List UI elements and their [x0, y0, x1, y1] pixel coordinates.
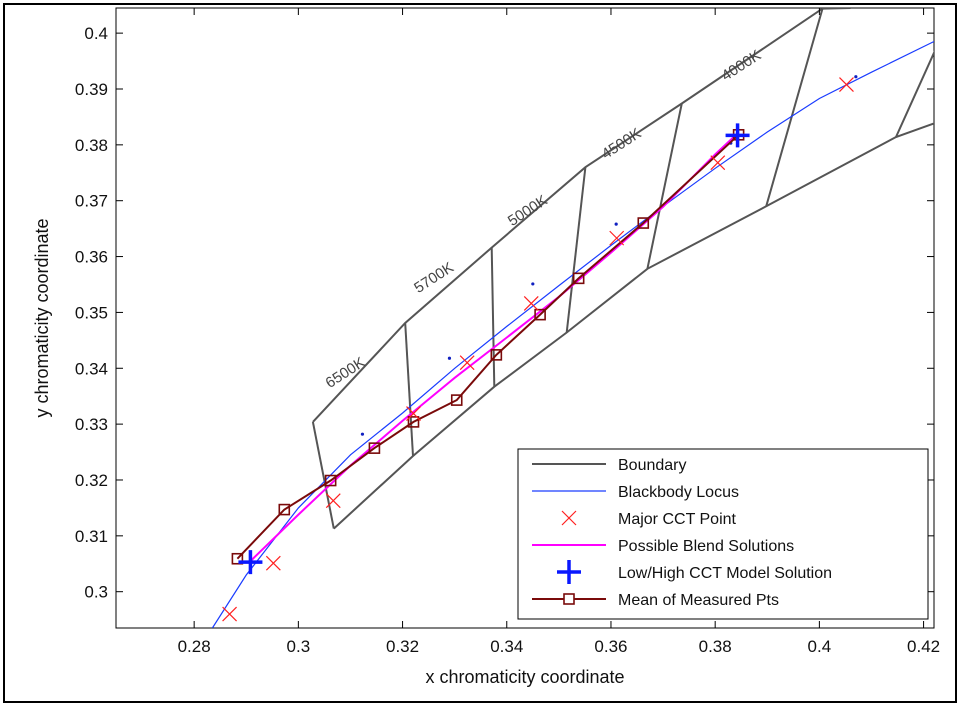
boundary-line-4500K-quad — [565, 167, 587, 333]
legend: Boundary Blackbody Locus Major CCT Point Po… — [517, 448, 929, 620]
x-tick-label: 0.42 — [907, 637, 940, 656]
y-tick-label: 0.31 — [75, 527, 108, 546]
y-tick-label: 0.33 — [75, 415, 108, 434]
y-tick-label: 0.37 — [75, 192, 108, 211]
x-tick-label: 0.3 — [287, 637, 311, 656]
axes-group: 0.28 0.3 0.32 0.34 0.36 0.38 0.4 0.42 0.3 0.31 0.3… — [75, 8, 940, 656]
x-tick-label: 0.4 — [808, 637, 832, 656]
measured-point-marker — [490, 349, 503, 361]
measured-point-marker — [324, 474, 337, 487]
legend-marker-major_cct — [561, 510, 577, 526]
major-cct-marker — [406, 406, 421, 421]
major-cct-marker — [839, 77, 854, 92]
y-tick-label: 0.39 — [75, 80, 108, 99]
major-cct-marker — [222, 606, 238, 622]
x-tick-label: 0.36 — [594, 637, 627, 656]
measured-point-marker — [534, 308, 546, 321]
locus-dot — [854, 75, 858, 79]
y-tick-label: 0.36 — [75, 248, 108, 267]
y-tick-label: 0.32 — [75, 471, 108, 490]
legend-box — [517, 448, 929, 620]
legend-label-blackbody: Blackbody Locus — [618, 484, 739, 501]
x-axis-label: x chromaticity coordinate — [425, 667, 624, 687]
y-tick-label: 0.38 — [75, 136, 108, 155]
measured-point-marker — [450, 394, 463, 406]
locus-dot — [614, 222, 618, 226]
major-cct-marker — [325, 493, 341, 509]
x-tick-label: 0.28 — [178, 637, 211, 656]
legend-label-boundary: Boundary — [618, 457, 687, 474]
legend-label-major_cct: Major CCT Point — [618, 511, 737, 528]
boundary-line-5000K-quad — [490, 247, 496, 387]
legend-marker-model — [557, 560, 581, 584]
major-cct-marker — [609, 230, 625, 246]
locus-dot — [531, 282, 535, 286]
legend-label-blend: Possible Blend Solutions — [618, 538, 794, 555]
legend-marker-measured — [563, 593, 575, 605]
measured-point-marker — [407, 416, 420, 428]
boundary-line-6500K-quad — [311, 421, 335, 529]
x-tick-label: 0.38 — [699, 637, 732, 656]
major-cct-marker — [459, 355, 475, 371]
legend-label-model: Low/High CCT Model Solution — [618, 565, 832, 582]
measured-mean-line — [236, 134, 740, 560]
measured-point-marker — [231, 552, 244, 565]
model-solution-marker — [238, 550, 263, 575]
boundary-line-3000K-quad — [895, 50, 934, 138]
boundary-line-3500K-quad — [765, 8, 824, 207]
locus-dot — [360, 432, 365, 436]
major-cct-marker — [710, 155, 726, 171]
y-tick-label: 0.35 — [75, 303, 108, 322]
y-tick-label: 0.4 — [84, 24, 108, 43]
measured-point-marker — [278, 503, 291, 516]
major-cct-marker — [523, 296, 539, 311]
model-solution-marker — [725, 123, 750, 148]
boundary-line-lower-band — [333, 122, 934, 530]
x-tick-label: 0.34 — [490, 637, 523, 656]
boundary-line-4000K-quad — [646, 103, 683, 270]
locus-dot — [447, 356, 452, 360]
y-axis-label: y chromaticity coordinate — [32, 218, 52, 417]
measured-point-marker — [572, 272, 585, 285]
legend-label-measured: Mean of Measured Pts — [618, 592, 779, 609]
x-tick-label: 0.32 — [386, 637, 419, 656]
y-tick-label: 0.3 — [84, 583, 108, 602]
major-cct-marker — [265, 555, 281, 571]
y-tick-label: 0.34 — [75, 359, 108, 378]
measured-point-marker — [637, 217, 650, 229]
boundary-line-5700K-quad — [404, 322, 414, 457]
measured-point-marker — [368, 442, 381, 454]
